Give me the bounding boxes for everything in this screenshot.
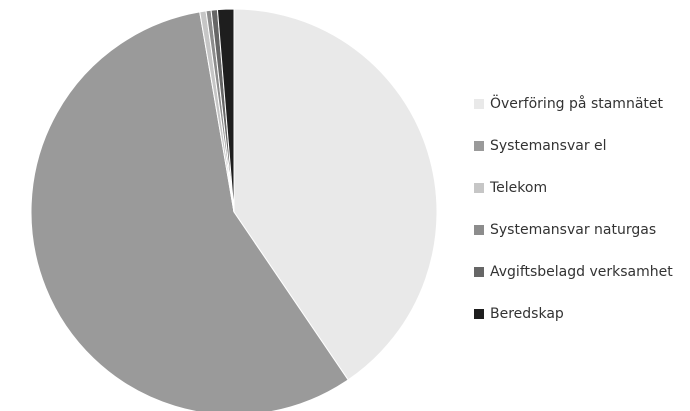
legend-item-systemansvar-naturgas: Systemansvar naturgas — [474, 209, 686, 251]
legend-swatch — [474, 225, 484, 235]
legend-item-systemansvar-el: Systemansvar el — [474, 125, 686, 167]
legend-label: Systemansvar el — [490, 138, 607, 154]
legend-swatch — [474, 309, 484, 319]
legend-label: Systemansvar naturgas — [490, 222, 657, 238]
legend-swatch — [474, 183, 484, 193]
legend-swatch — [474, 99, 484, 109]
legend-label: Telekom — [490, 180, 548, 196]
slice-systemansvar-el — [30, 11, 349, 411]
legend-label: Överföring på stamnätet — [490, 96, 663, 112]
legend-item-beredskap: Beredskap — [474, 293, 686, 335]
legend: Överföring på stamnätet Systemansvar el … — [474, 83, 686, 335]
slice-overforing — [233, 8, 438, 381]
slice-beredskap — [216, 8, 235, 213]
legend-item-avgiftsbelagd: Avgiftsbelagd verksamhet — [474, 251, 686, 293]
legend-swatch — [474, 141, 484, 151]
legend-item-overforing: Överföring på stamnätet — [474, 83, 686, 125]
legend-item-telekom: Telekom — [474, 167, 686, 209]
legend-label: Beredskap — [490, 306, 564, 322]
legend-label: Avgiftsbelagd verksamhet — [490, 264, 673, 280]
pie-slices — [30, 8, 438, 411]
legend-swatch — [474, 267, 484, 277]
